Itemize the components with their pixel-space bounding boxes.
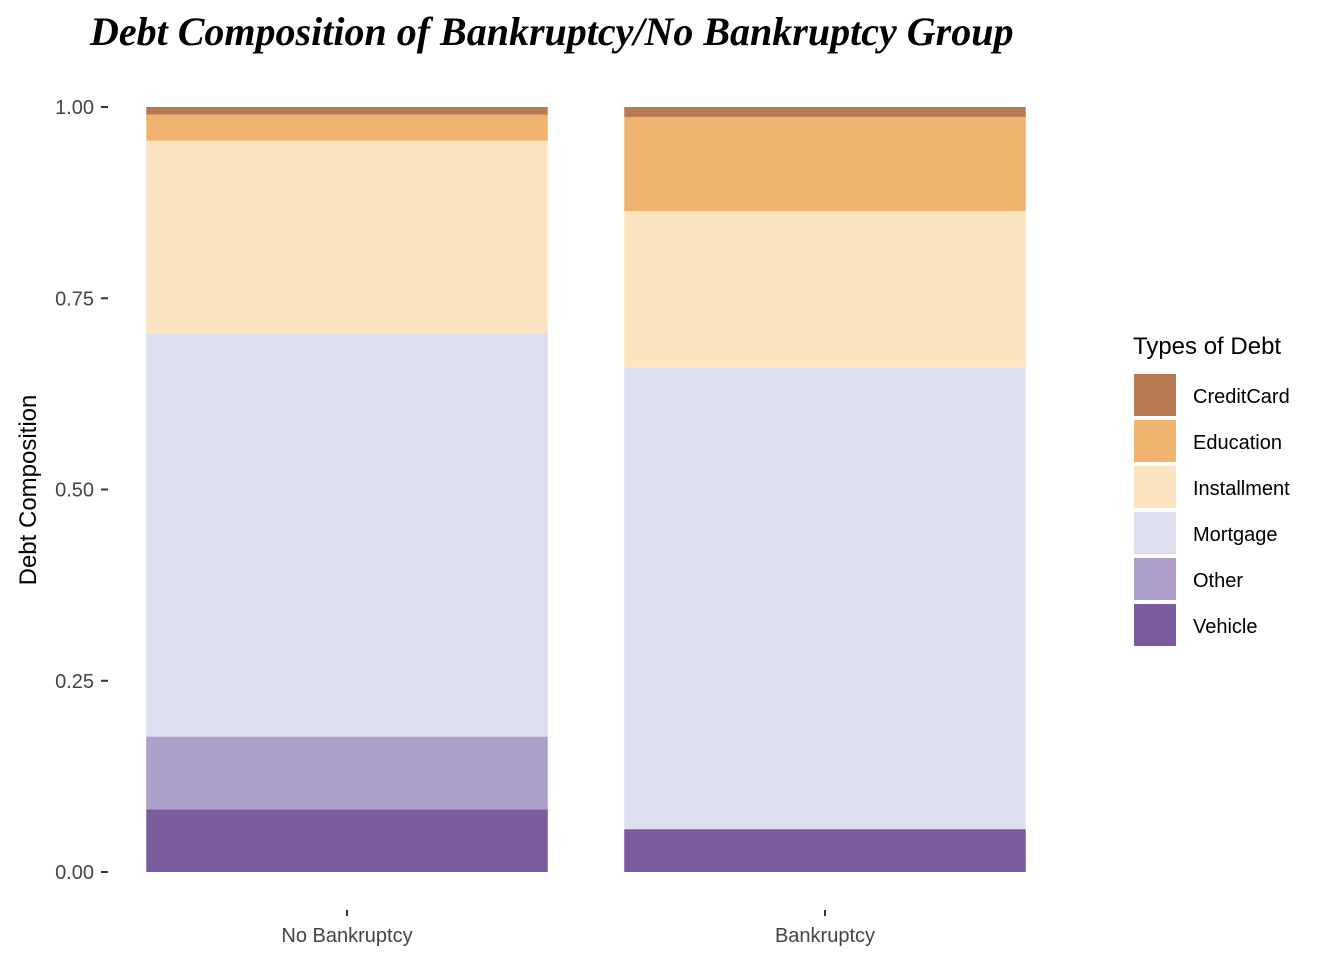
chart-title: Debt Composition of Bankruptcy/No Bankru… xyxy=(89,9,1013,54)
bar-segment-creditcard xyxy=(624,107,1026,117)
legend-label-installment: Installment xyxy=(1193,478,1290,500)
bar-segment-installment xyxy=(624,211,1026,368)
legend-label-creditcard: CreditCard xyxy=(1193,386,1290,408)
plot-area xyxy=(146,107,1026,872)
legend-swatch-vehicle xyxy=(1134,604,1176,646)
legend-label-vehicle: Vehicle xyxy=(1193,616,1258,638)
y-tick-label: 0.25 xyxy=(55,671,94,693)
y-axis: 0.00 0.25 0.50 0.75 1.00 xyxy=(55,97,108,884)
y-tick-label: 0.75 xyxy=(55,288,94,310)
x-axis: No Bankruptcy Bankruptcy xyxy=(281,910,875,947)
legend-swatch-other xyxy=(1134,558,1176,600)
bar-segment-education xyxy=(624,116,1026,212)
legend-label-education: Education xyxy=(1193,432,1282,454)
legend: Types of Debt CreditCard Education Install… xyxy=(1133,333,1290,646)
y-axis-label: Debt Composition xyxy=(15,395,42,586)
y-tick-label: 0.50 xyxy=(55,480,94,502)
bar-segment-vehicle xyxy=(624,829,1026,872)
legend-swatch-installment xyxy=(1134,466,1176,508)
bar-segment-creditcard xyxy=(146,107,548,115)
y-tick-label: 0.00 xyxy=(55,862,94,884)
legend-title: Types of Debt xyxy=(1133,333,1281,360)
bar-segment-education xyxy=(146,114,548,141)
bar-segment-mortgage xyxy=(146,333,548,737)
legend-label-mortgage: Mortgage xyxy=(1193,524,1278,546)
legend-swatch-mortgage xyxy=(1134,512,1176,554)
legend-swatch-creditcard xyxy=(1134,374,1176,416)
legend-label-other: Other xyxy=(1193,570,1243,592)
y-tick-label: 1.00 xyxy=(55,97,94,119)
bar-segment-installment xyxy=(146,140,548,334)
x-tick-label: Bankruptcy xyxy=(775,925,875,947)
x-tick-label: No Bankruptcy xyxy=(281,925,412,947)
legend-swatch-education xyxy=(1134,420,1176,462)
bar-segment-mortgage xyxy=(624,367,1026,830)
bar-segment-vehicle xyxy=(146,809,548,872)
bar-segment-other xyxy=(146,736,548,810)
